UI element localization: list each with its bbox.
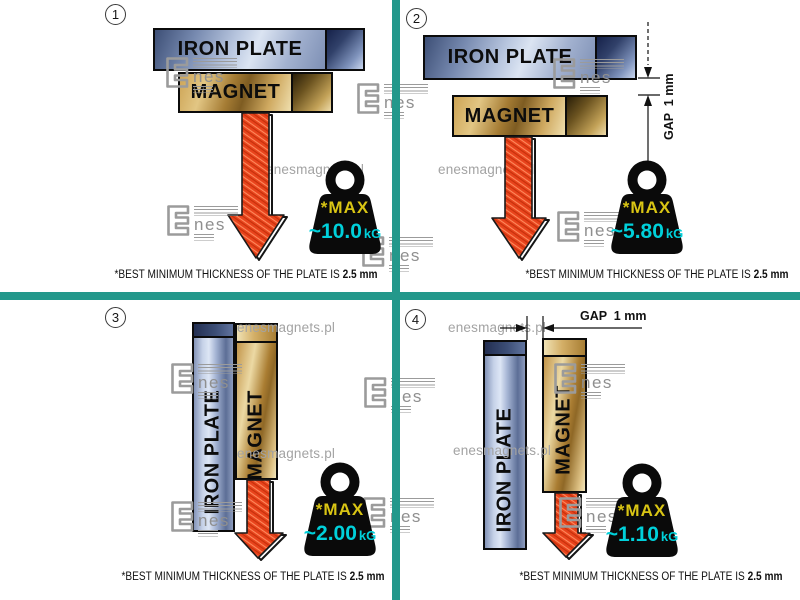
- enes-logo-watermark: nes: [558, 496, 630, 533]
- weight-value: ~2.00: [303, 522, 357, 545]
- iron-plate-shape: [483, 354, 527, 550]
- iron-plate-shape: IRON PLATE: [423, 35, 597, 80]
- enes-logo-watermark: nes: [170, 500, 242, 537]
- max-weight-icon: *MAX ~5.80 kG: [602, 160, 692, 258]
- enes-e-icon: [363, 497, 386, 528]
- magnet-side-face: [291, 72, 333, 113]
- weight-max-label: *MAX: [617, 501, 667, 520]
- caption: *BEST MINIMUM THICKNESS OF THE PLATE IS …: [121, 571, 385, 583]
- enes-logo-watermark: nes: [166, 204, 238, 241]
- divider-horizontal: [0, 292, 800, 300]
- enes-logo-watermark: nes: [170, 362, 242, 399]
- gap-dimension: [638, 22, 660, 162]
- enes-e-icon: [357, 83, 380, 114]
- pull-force-arrow-icon: [227, 112, 288, 261]
- magnet-shape: [235, 341, 278, 480]
- gap-label: GAP 1 mm: [580, 309, 647, 323]
- enesmagnets-watermark: enesmagnets.pl: [448, 320, 547, 335]
- enes-logo-watermark: nes: [552, 57, 624, 94]
- weight-unit: kG: [358, 528, 377, 543]
- enes-e-icon: [362, 236, 385, 267]
- weight-max-label: *MAX: [320, 198, 370, 217]
- enesmagnets-watermark: enesmagnets.pl: [453, 443, 552, 458]
- panel-2: 2 IRON PLATE MAGNET GAP 1 mm enesmagnets…: [400, 0, 800, 292]
- kettlebell-icon: [304, 462, 376, 556]
- weight-value: ~1.10: [605, 523, 659, 546]
- iron-plate-label: IRON PLATE: [177, 38, 303, 60]
- enes-e-icon: [557, 211, 580, 242]
- weight-unit: kG: [665, 226, 684, 241]
- enes-logo-watermark: nes: [556, 210, 628, 247]
- magnet-label: MAGNET: [464, 104, 555, 127]
- weight-value: ~5.80: [610, 220, 664, 243]
- panel-number-badge: 1: [105, 4, 126, 25]
- iron-plate-label: IRON PLATE: [447, 46, 573, 68]
- iron-plate-label: IRON PLATE: [201, 389, 224, 515]
- panel-4: 4 IRON PLATE MAGNET GAP 1 mm enesmagnets…: [400, 300, 800, 600]
- gap-label: GAP 1 mm: [662, 73, 676, 140]
- enes-e-icon: [171, 363, 194, 394]
- weight-unit: kG: [363, 226, 382, 241]
- caption: *BEST MINIMUM THICKNESS OF THE PLATE IS …: [519, 571, 783, 583]
- weight-unit: kG: [660, 529, 679, 544]
- enes-e-icon: [553, 58, 576, 89]
- caption: *BEST MINIMUM THICKNESS OF THE PLATE IS …: [525, 269, 789, 281]
- enes-e-icon: [166, 57, 189, 88]
- magnet-shape: MAGNET: [452, 95, 567, 137]
- pull-force-arrow-icon: [491, 136, 550, 261]
- iron-plate-label: IRON PLATE: [493, 407, 516, 533]
- iron-plate-side-face: [595, 35, 637, 80]
- enes-e-icon: [559, 497, 582, 528]
- gap-dimension: [500, 316, 642, 340]
- panel-3: 3 IRON PLATE MAGNET enesmagnets.pl enesm…: [0, 300, 392, 600]
- max-weight-icon: *MAX ~10.0 kG: [300, 160, 390, 258]
- panel-1: 1 IRON PLATE MAGNET enesmagnets.pl nes n…: [0, 0, 392, 292]
- divider-vertical: [392, 0, 400, 600]
- magnet-label: MAGNET: [244, 390, 267, 480]
- max-weight-icon: *MAX ~1.10 kG: [597, 463, 687, 561]
- enes-e-icon: [364, 377, 387, 408]
- magnet-shape: [542, 355, 587, 493]
- weight-max-label: *MAX: [622, 198, 672, 217]
- enes-e-icon: [167, 205, 190, 236]
- enes-e-icon: [554, 363, 577, 394]
- enes-e-icon: [171, 501, 194, 532]
- weight-max-label: *MAX: [315, 500, 365, 519]
- kettlebell-icon: [309, 160, 381, 254]
- panel-number-badge: 4: [405, 309, 426, 330]
- magnet-side-face: [565, 95, 608, 137]
- weight-value: ~10.0: [308, 220, 362, 243]
- max-weight-icon: *MAX ~2.00 kG: [295, 462, 385, 560]
- iron-plate-side-face: [325, 28, 365, 71]
- enes-logo-watermark: nes: [165, 56, 237, 93]
- enes-logo-watermark: nes: [553, 362, 625, 399]
- kettlebell-icon: [606, 463, 678, 557]
- kettlebell-icon: [611, 160, 683, 254]
- enesmagnets-watermark: enesmagnets.pl: [237, 446, 336, 461]
- pull-force-arrow-icon: [234, 479, 287, 561]
- caption: *BEST MINIMUM THICKNESS OF THE PLATE IS …: [114, 269, 378, 281]
- panel-number-badge: 3: [105, 307, 126, 328]
- enesmagnets-watermark: enesmagnets.pl: [237, 320, 336, 335]
- panel-number-badge: 2: [406, 8, 427, 29]
